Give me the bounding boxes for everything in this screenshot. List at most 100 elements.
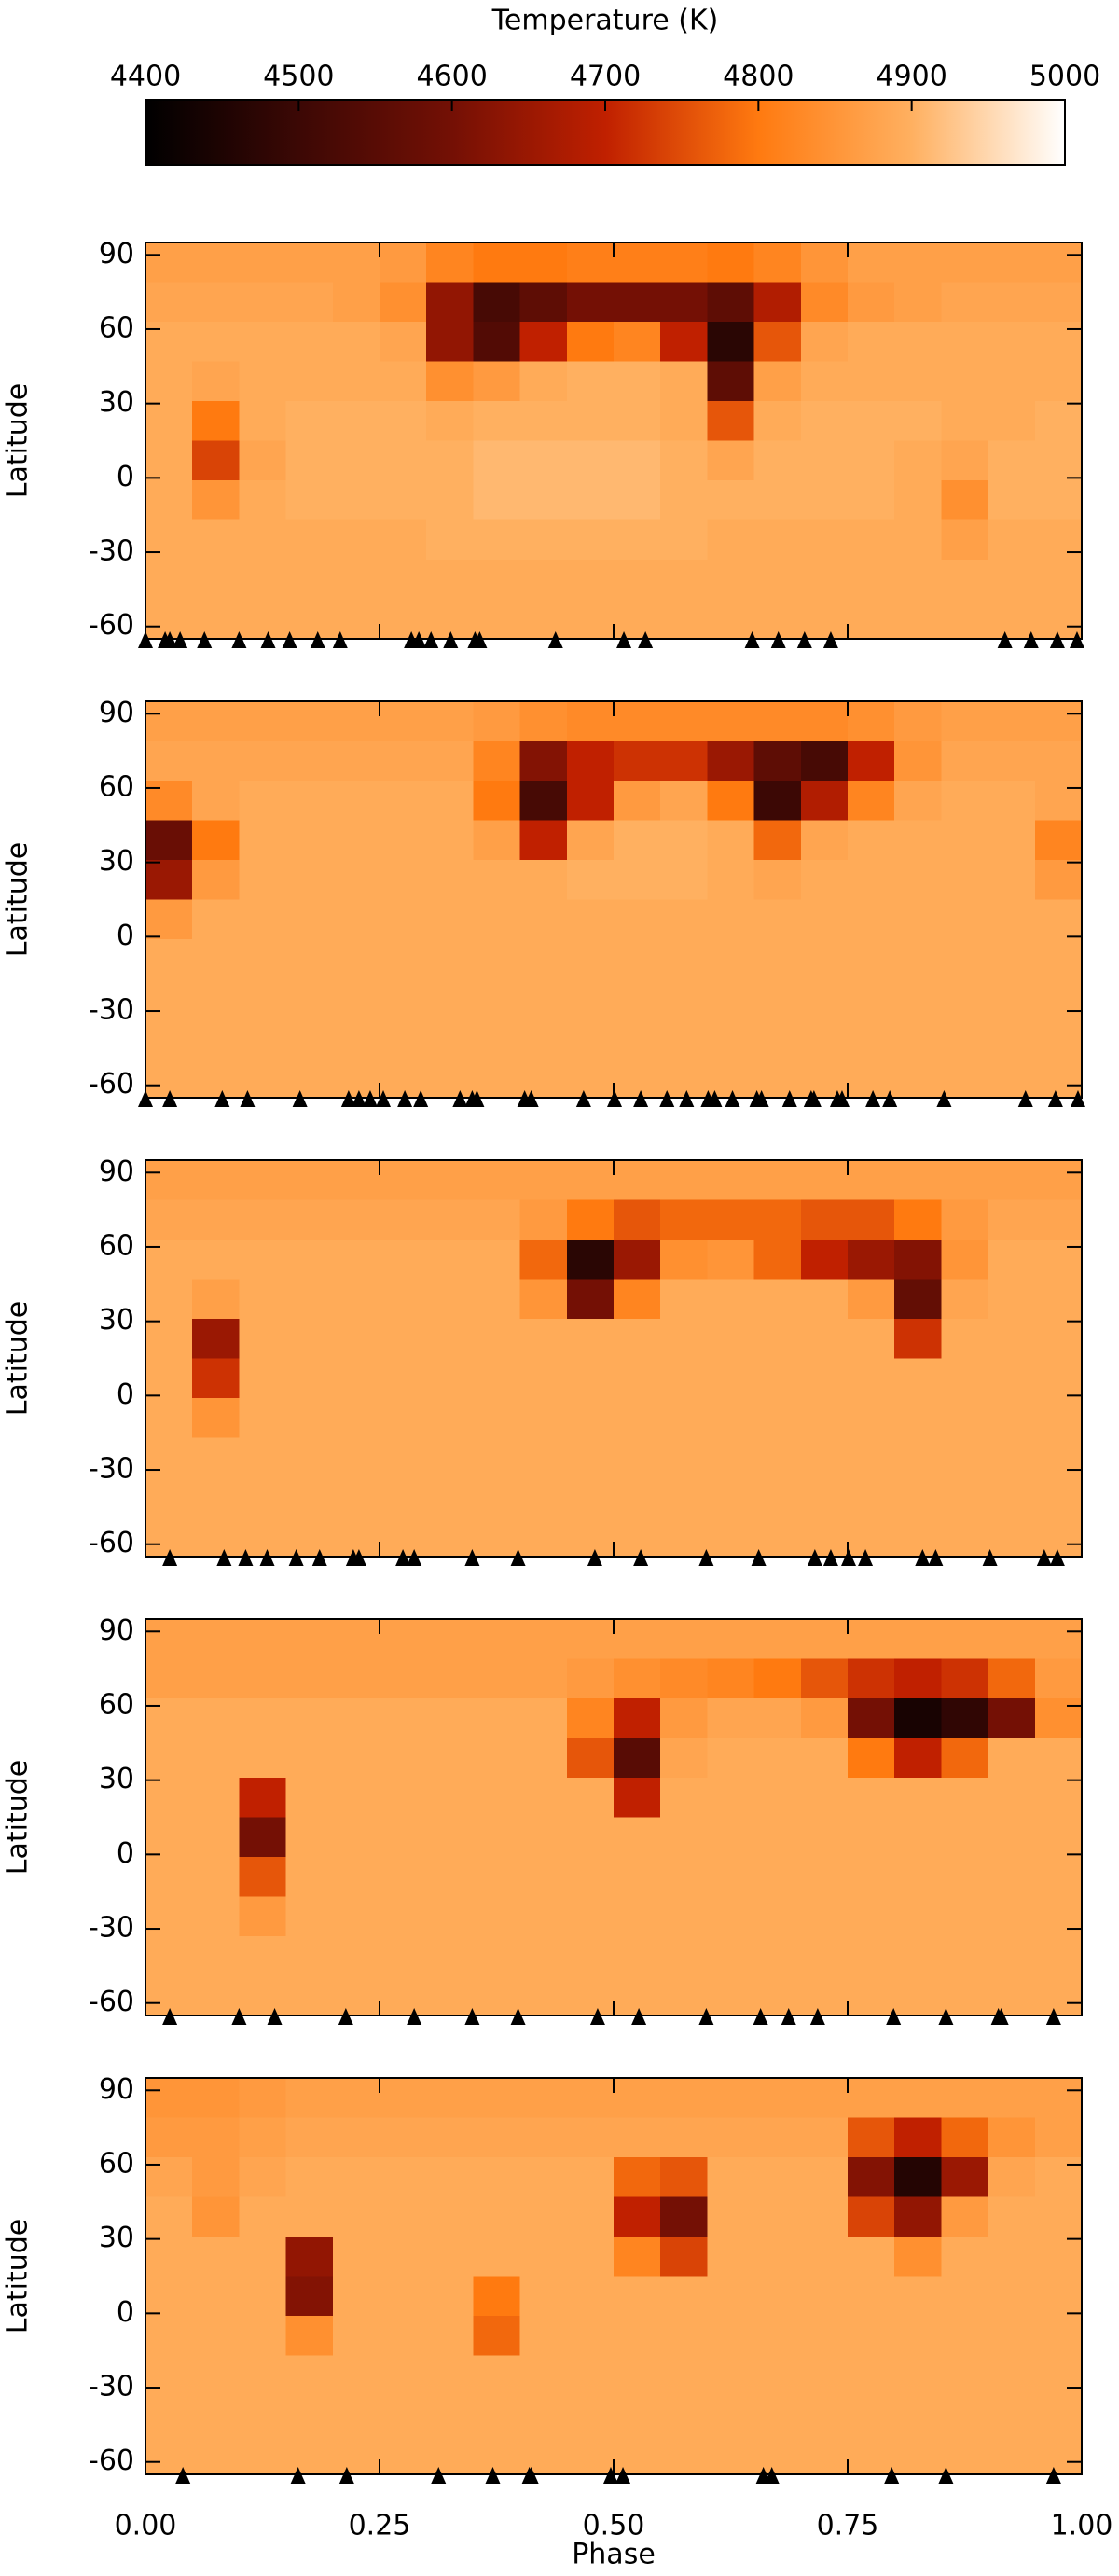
map-cell (566, 899, 615, 940)
map-cell (332, 1658, 380, 1699)
map-cell (380, 1698, 427, 1739)
map-cell (1034, 1240, 1083, 1281)
map-cell (332, 242, 380, 284)
map-cell (660, 599, 708, 640)
map-cell (192, 1975, 240, 2016)
map-cell (380, 519, 427, 561)
map-cell (707, 1936, 755, 1977)
map-cell (941, 1058, 989, 1099)
map-cell (660, 899, 708, 940)
map-cell (894, 361, 942, 402)
map-cell (848, 1058, 895, 1099)
map-cell (988, 741, 1036, 782)
map-cell (473, 860, 521, 901)
map-cell (192, 1857, 240, 1898)
map-cell (848, 820, 895, 861)
map-cell (753, 1477, 802, 1518)
map-cell (519, 978, 568, 1019)
map-cell (988, 1936, 1036, 1977)
map-cell (473, 1936, 521, 1977)
map-cell (380, 1658, 427, 1699)
map-cell (426, 1658, 474, 1699)
map-cell (848, 1199, 895, 1240)
map-cell (473, 1658, 521, 1699)
map-cell (800, 480, 849, 521)
map-cell (239, 781, 287, 822)
map-cell (192, 1477, 240, 1518)
map-cell (519, 2276, 568, 2317)
map-cell (1034, 2316, 1083, 2357)
map-cell (239, 242, 287, 284)
map-cell (894, 1477, 942, 1518)
map-cell (941, 1975, 989, 2016)
map-cell (239, 361, 287, 402)
map-cell (473, 440, 521, 481)
map-cell (941, 939, 989, 980)
map-cell (473, 1058, 521, 1099)
map-cell (380, 2316, 427, 2357)
map-cell (941, 2316, 989, 2357)
map-cell (380, 440, 427, 481)
map-cell (192, 2316, 240, 2357)
observation-marker (659, 1090, 675, 1107)
map-cell (800, 1738, 849, 1779)
map-cell (519, 1319, 568, 1360)
colorbar-tick-label: 4700 (570, 61, 641, 93)
map-cell (614, 1619, 661, 1660)
map-cell (800, 860, 849, 901)
observation-marker (197, 631, 213, 648)
observation-marker (744, 631, 760, 648)
map-cell (473, 1619, 521, 1660)
map-cell (192, 939, 240, 980)
observation-marker (452, 1090, 468, 1107)
map-cell (473, 401, 521, 442)
map-cell (566, 1199, 615, 1240)
map-cell (894, 599, 942, 640)
map-cell (145, 401, 193, 442)
map-cell (473, 899, 521, 940)
observation-marker (431, 2467, 447, 2484)
map-cell (145, 1517, 193, 1558)
map-cell (941, 1018, 989, 1059)
map-cell (988, 939, 1036, 980)
map-cell (332, 1778, 380, 1819)
map-cell (941, 701, 989, 742)
map-cell (566, 1896, 615, 1937)
map-cell (566, 519, 615, 561)
map-cell (800, 781, 849, 822)
map-cell (800, 1319, 849, 1360)
observation-marker (397, 1090, 413, 1107)
map-cell (426, 242, 474, 284)
y-tick-label: 90 (99, 2073, 134, 2106)
map-cell (848, 1658, 895, 1699)
map-cell (660, 1658, 708, 1699)
map-cell (1034, 2355, 1083, 2396)
map-cell (566, 1698, 615, 1739)
map-cell (426, 1517, 474, 1558)
map-cell (753, 781, 802, 822)
map-cell (988, 1319, 1036, 1360)
map-cell (614, 860, 661, 901)
map-cell (848, 440, 895, 481)
map-cell (614, 1896, 661, 1937)
map-cell (1034, 2078, 1083, 2119)
map-cell (988, 2237, 1036, 2278)
map-cell (753, 2196, 802, 2237)
observation-marker (631, 2008, 647, 2025)
map-cell (285, 939, 334, 980)
observation-marker (138, 631, 153, 648)
map-cell (614, 2355, 661, 2396)
map-cell (848, 282, 895, 323)
map-cell (894, 2395, 942, 2436)
map-cell (566, 1778, 615, 1819)
map-cell (145, 1975, 193, 2016)
map-cell (660, 1240, 708, 1281)
map-cell (660, 480, 708, 521)
map-cell (473, 820, 521, 861)
map-cell (1034, 361, 1083, 402)
map-cell (519, 401, 568, 442)
colorbar-tick-label: 4600 (416, 61, 487, 93)
y-tick-label: 0 (117, 2296, 134, 2329)
map-cell (894, 1975, 942, 2016)
observation-marker (547, 631, 563, 648)
